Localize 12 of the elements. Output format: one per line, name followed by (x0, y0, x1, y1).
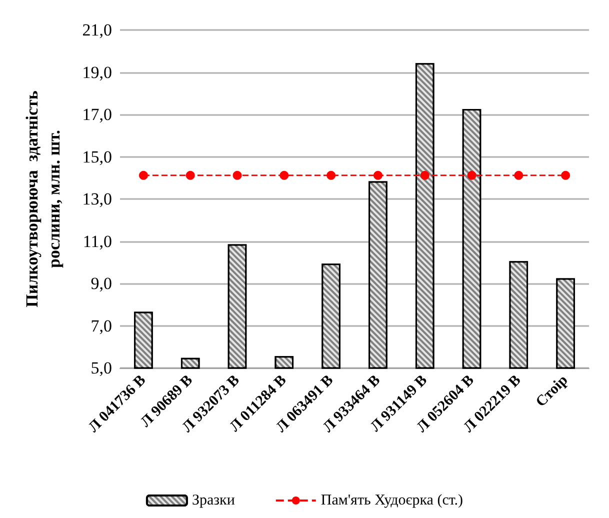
y-tick-label: 11,0 (82, 232, 112, 251)
y-tick-label: 5,0 (90, 358, 112, 378)
y-tick-label: 21,0 (82, 20, 112, 40)
y-tick-label: 15,0 (82, 147, 112, 166)
y-tick-label: 13,0 (82, 190, 112, 208)
y-tick-label: 7,0 (90, 316, 112, 336)
legend-label: Пам'ять Худоєрка (ст.) (320, 492, 464, 508)
legend-label: Зразки (192, 492, 235, 508)
y-tick-label: 9,0 (90, 274, 112, 293)
y-tick-label: 17,0 (82, 105, 112, 124)
y-axis-title: Пилкоутворююча здатність рослини, млн. шт. (22, 90, 64, 308)
y-tick-label: 19,0 (82, 62, 112, 82)
